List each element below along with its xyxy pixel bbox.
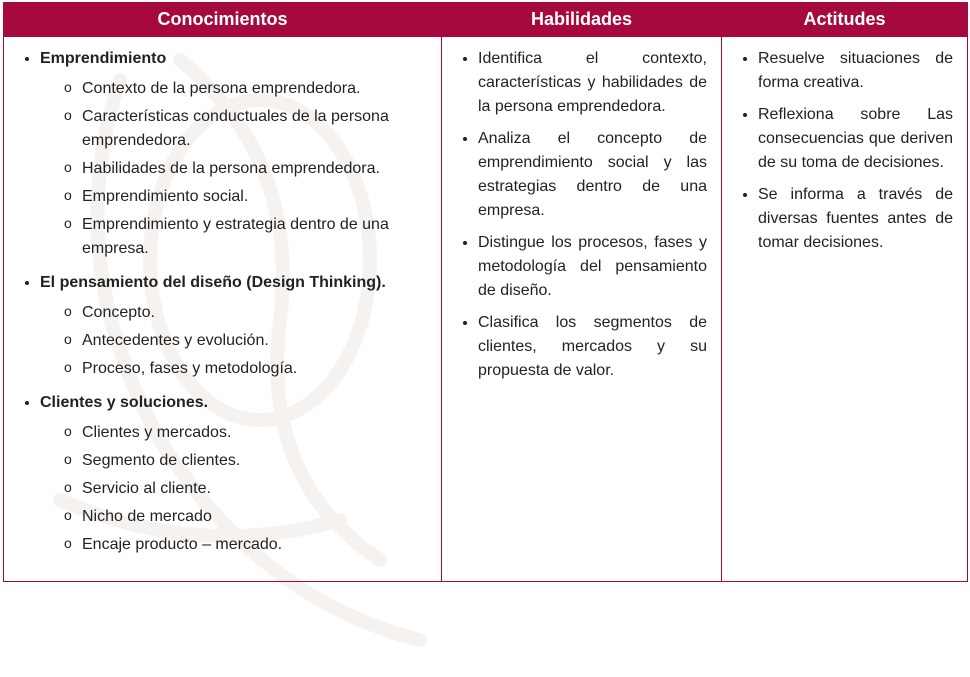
list-item: Antecedentes y evolución.: [64, 329, 427, 353]
sub-list: Contexto de la persona emprendedora. Car…: [40, 77, 427, 261]
list-item: Segmento de clientes.: [64, 449, 427, 473]
list-item: Proceso, fases y metodología.: [64, 357, 427, 381]
cell-habilidades: Identifica el contexto, características …: [442, 37, 722, 582]
list-item: Identifica el contexto, características …: [478, 47, 707, 119]
page-root: Conocimientos Habilidades Actitudes Empr…: [0, 0, 970, 677]
section-clientes: Clientes y soluciones. Clientes y mercad…: [40, 391, 427, 557]
sub-list: Concepto. Antecedentes y evolución. Proc…: [40, 301, 427, 381]
sub-list: Clientes y mercados. Segmento de cliente…: [40, 421, 427, 557]
list-item: Clasifica los segmentos de clientes, mer…: [478, 311, 707, 383]
list-item: Analiza el concepto de emprendimiento so…: [478, 127, 707, 223]
competencies-table: Conocimientos Habilidades Actitudes Empr…: [3, 2, 968, 582]
actitudes-list: Resuelve situaciones de forma creativa. …: [736, 47, 953, 255]
table-body-row: Emprendimiento Contexto de la persona em…: [4, 37, 968, 582]
list-item: Reflexiona sobre Las consecuencias que d…: [758, 103, 953, 175]
list-item: Concepto.: [64, 301, 427, 325]
list-item: Nicho de mercado: [64, 505, 427, 529]
list-item: Encaje producto – mercado.: [64, 533, 427, 557]
list-item: Servicio al cliente.: [64, 477, 427, 501]
section-title: Emprendimiento: [40, 50, 166, 67]
list-item: Clientes y mercados.: [64, 421, 427, 445]
list-item: Características conductuales de la perso…: [64, 105, 427, 153]
conocimientos-list: Emprendimiento Contexto de la persona em…: [18, 47, 427, 557]
table-header-row: Conocimientos Habilidades Actitudes: [4, 3, 968, 37]
section-title: Clientes y soluciones.: [40, 394, 208, 411]
col-header-conocimientos: Conocimientos: [4, 3, 442, 37]
list-item: Distingue los procesos, fases y metodolo…: [478, 231, 707, 303]
section-title: El pensamiento del diseño (Design Thinki…: [40, 274, 386, 291]
cell-conocimientos: Emprendimiento Contexto de la persona em…: [4, 37, 442, 582]
habilidades-list: Identifica el contexto, características …: [456, 47, 707, 383]
list-item: Contexto de la persona emprendedora.: [64, 77, 427, 101]
section-design-thinking: El pensamiento del diseño (Design Thinki…: [40, 271, 427, 381]
cell-actitudes: Resuelve situaciones de forma creativa. …: [722, 37, 968, 582]
col-header-habilidades: Habilidades: [442, 3, 722, 37]
list-item: Emprendimiento y estrategia dentro de un…: [64, 213, 427, 261]
col-header-actitudes: Actitudes: [722, 3, 968, 37]
list-item: Se informa a través de diversas fuentes …: [758, 183, 953, 255]
list-item: Habilidades de la persona emprendedora.: [64, 157, 427, 181]
list-item: Resuelve situaciones de forma creativa.: [758, 47, 953, 95]
list-item: Emprendimiento social.: [64, 185, 427, 209]
section-emprendimiento: Emprendimiento Contexto de la persona em…: [40, 47, 427, 261]
